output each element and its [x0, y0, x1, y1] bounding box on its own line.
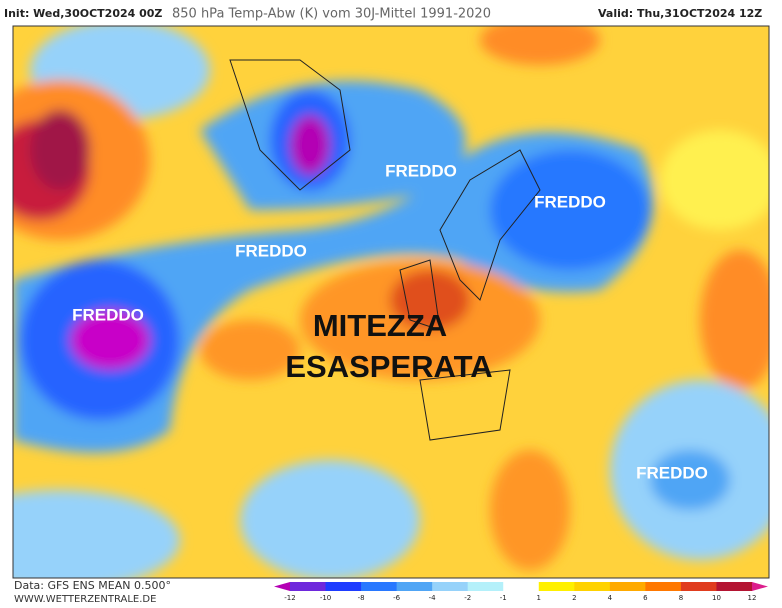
site-credit: WWW.WETTERZENTRALE.DE	[14, 594, 156, 605]
colorbar-end	[274, 582, 290, 591]
colorbar-tick-label: -1	[500, 594, 507, 602]
colorbar-bin	[361, 582, 398, 591]
colorbar-tick-label: 1	[537, 594, 541, 602]
map-title: 850 hPa Temp-Abw (K) vom 30J-Mittel 1991…	[172, 7, 491, 22]
colorbar-tick-label: -8	[358, 594, 365, 602]
map-label: FREDDO	[636, 463, 708, 482]
colorbar-bin	[467, 582, 504, 591]
colorbar-tick-label: 6	[643, 594, 648, 602]
colorbar-bin	[645, 582, 682, 591]
colorbar-bin	[609, 582, 646, 591]
colorbar-tick-label: 4	[608, 594, 613, 602]
colorbar-bin	[574, 582, 611, 591]
map-label: FREDDO	[385, 161, 457, 180]
colorbar-bin	[538, 582, 575, 591]
colorbar-bin	[290, 582, 327, 591]
map-headline: ESASPERATA	[285, 349, 492, 384]
colorbar-tick-label: 10	[712, 594, 721, 602]
colorbar-bin	[396, 582, 433, 591]
map-label: FREDDO	[72, 305, 144, 324]
colorbar-tick-label: -4	[429, 594, 437, 602]
colorbar-bin	[716, 582, 753, 591]
colorbar-end	[752, 582, 768, 591]
colorbar-tick-label: -12	[284, 594, 295, 602]
colorbar-tick-label: 8	[679, 594, 683, 602]
map-label: FREDDO	[235, 241, 307, 260]
colorbar-bin	[503, 582, 540, 591]
colorbar-tick-label: -10	[320, 594, 331, 602]
colorbar-tick-label: 12	[748, 594, 757, 602]
colorbar-tick-label: -6	[393, 594, 401, 602]
map	[12, 25, 770, 579]
colorbar-bin	[325, 582, 362, 591]
data-source: Data: GFS ENS MEAN 0.500°	[14, 579, 171, 592]
map-headline: MITEZZA	[313, 308, 447, 343]
colorbar-tick-label: 2	[572, 594, 576, 602]
colorbar-bin	[432, 582, 469, 591]
colorbar-tick-label: -2	[464, 594, 471, 602]
colorbar: -12 -10 -8 -6 -4 -2 -1 1 2 4 6 8 10 12	[274, 582, 768, 602]
map-label: FREDDO	[534, 192, 606, 211]
colorbar-bin	[680, 582, 717, 591]
valid-time: Valid: Thu,31OCT2024 12Z	[598, 7, 762, 20]
init-time: Init: Wed,30OCT2024 00Z	[4, 7, 162, 20]
